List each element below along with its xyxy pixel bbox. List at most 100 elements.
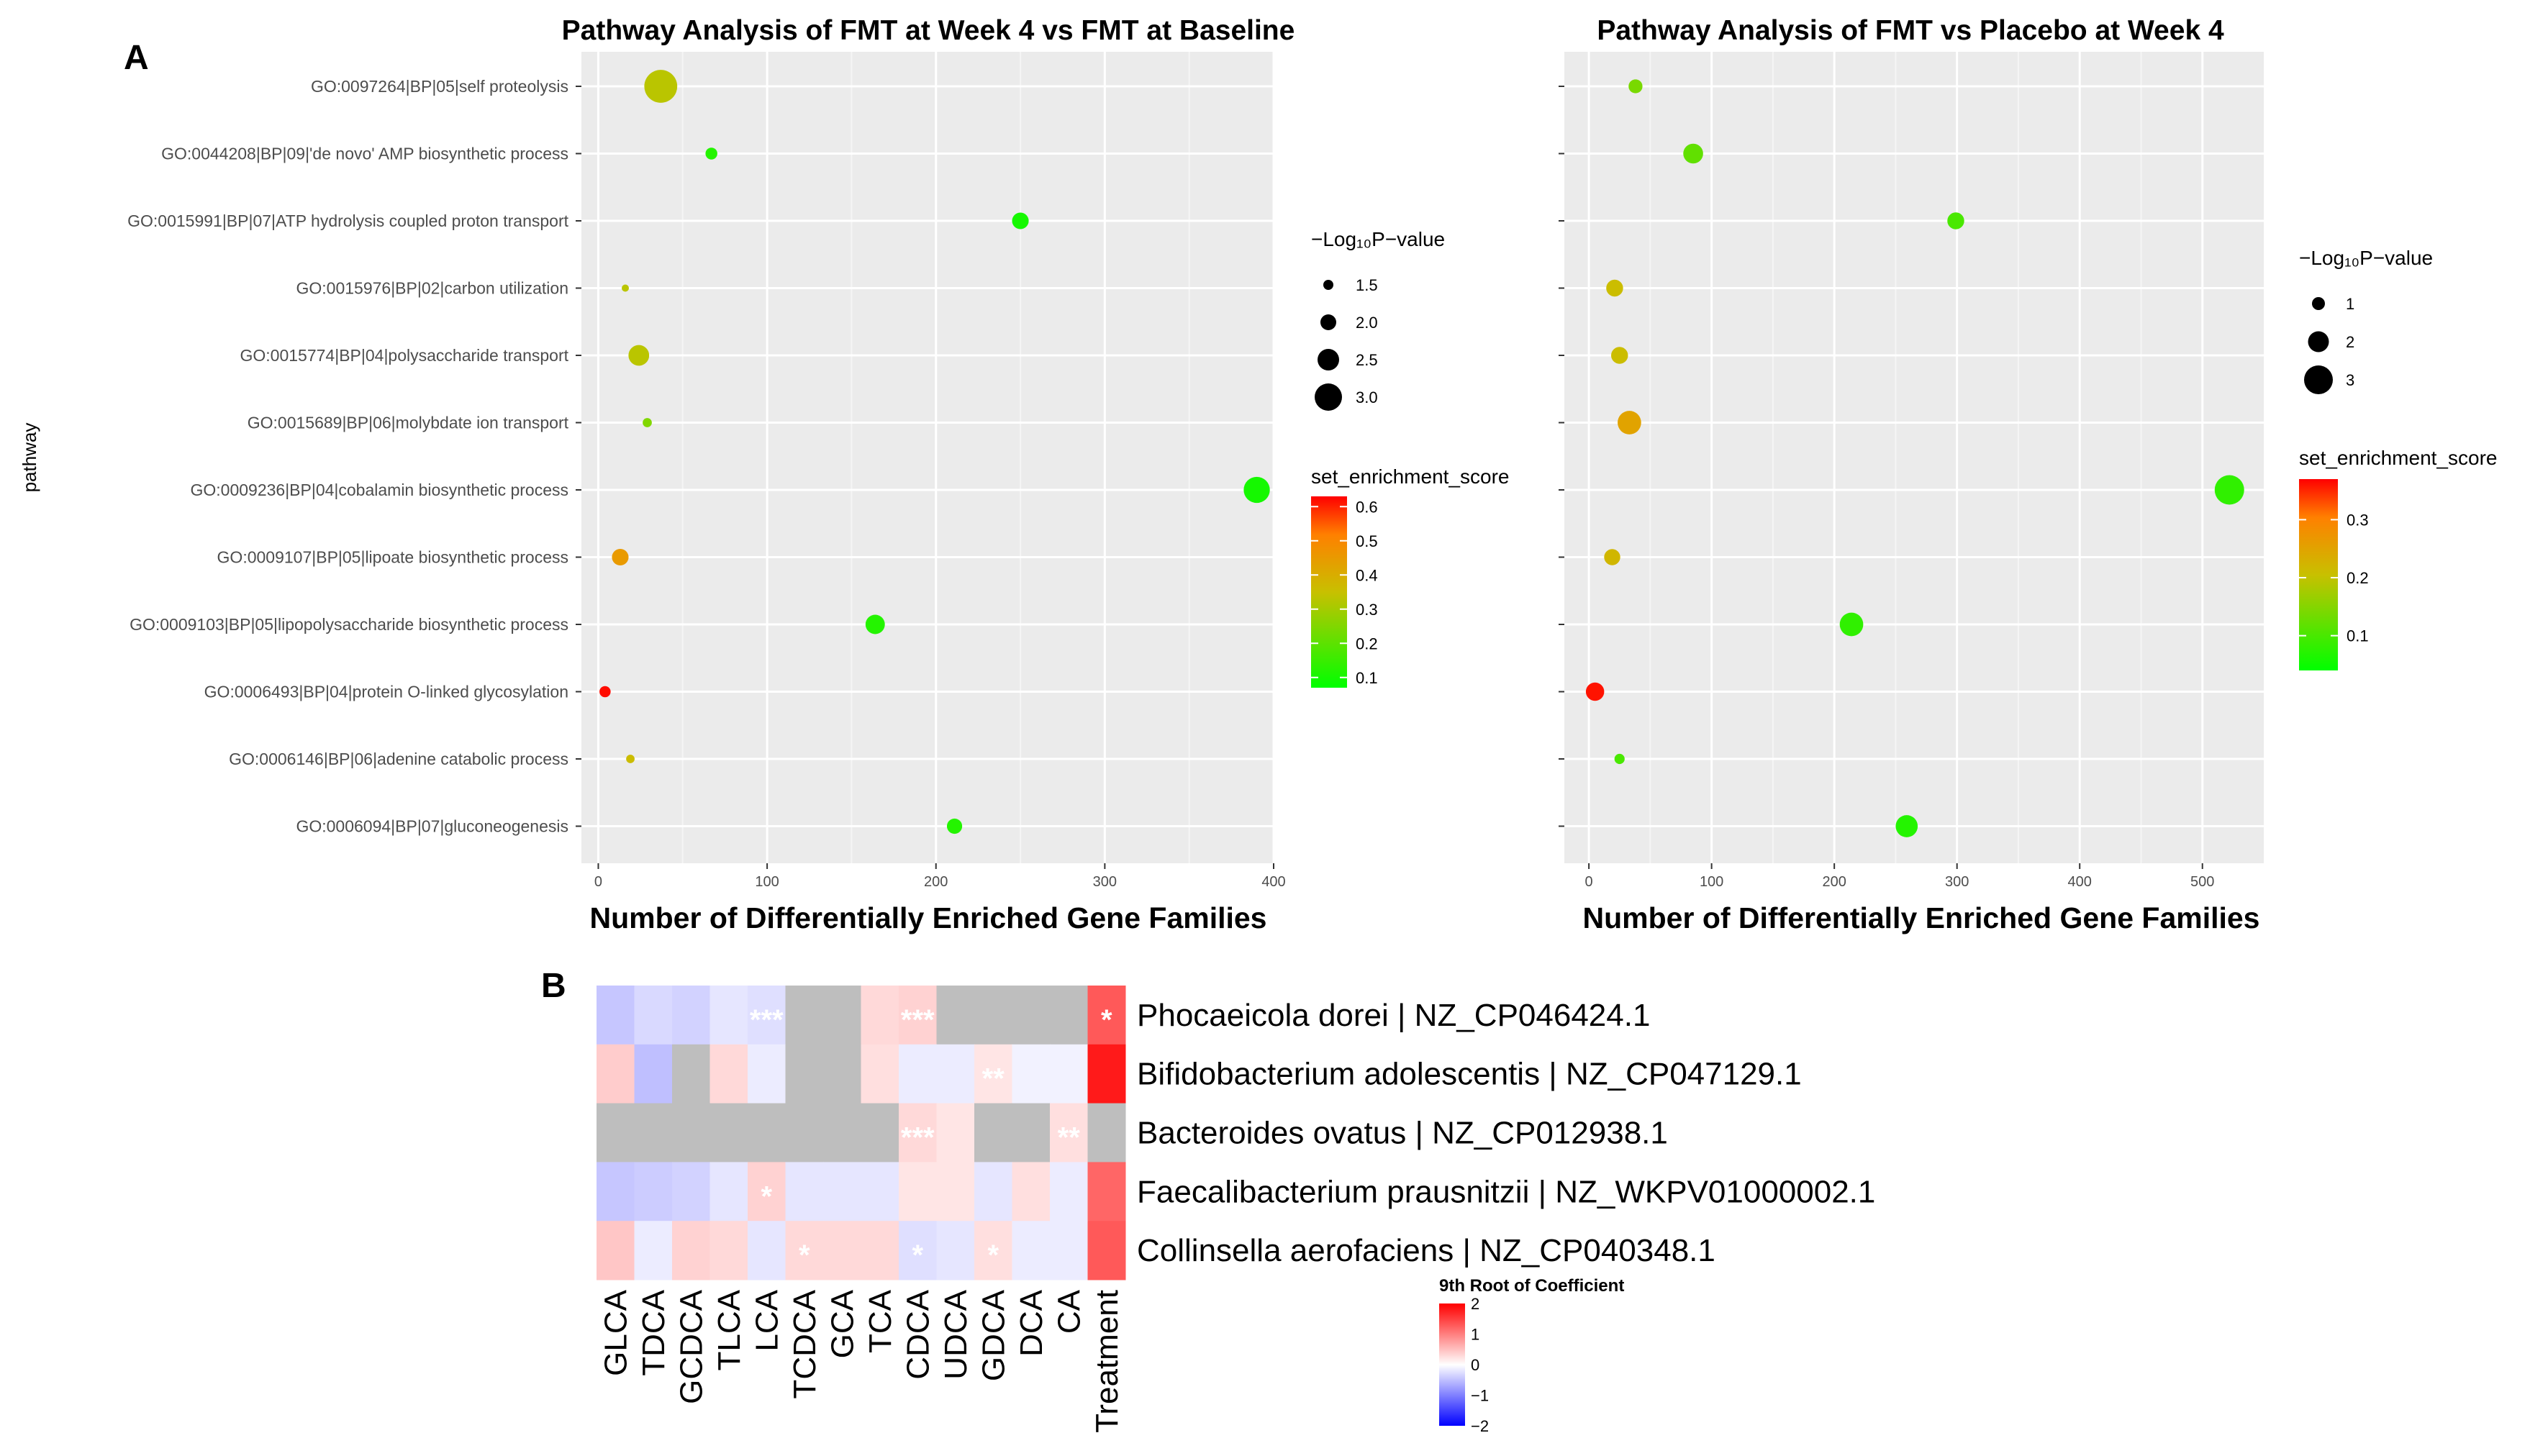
chart-a2-plot-panel (1564, 52, 2264, 863)
heatmap-row-label: Phocaeicola dorei | NZ_CP046424.1 (1137, 998, 1650, 1033)
heatmap-cell (597, 1221, 635, 1280)
chart-a1: Pathway Analysis of FMT at Week 4 vs FMT… (19, 15, 1509, 934)
size-legend-label: 3.0 (1356, 388, 1378, 406)
heatmap-row-label: Collinsella aerofaciens | NZ_CP040348.1 (1137, 1233, 1715, 1268)
heatmap-cell (899, 1221, 937, 1280)
significance-star: *** (901, 1004, 935, 1036)
panel-letter-a: A (124, 39, 149, 77)
heatmap-cell (1087, 1103, 1126, 1162)
chart-a1-pathway-labels: GO:0097264|BP|05|self proteolysis GO:0044… (127, 77, 568, 836)
heatmap-legend-label: −2 (1471, 1417, 1489, 1435)
data-point (1618, 411, 1641, 434)
x-tick-label: 300 (1945, 874, 1969, 890)
heatmap-cell (974, 1221, 1012, 1280)
significance-star: *** (901, 1122, 935, 1154)
heatmap-cell (936, 986, 975, 1045)
heatmap-cell (1012, 1044, 1051, 1104)
significance-star: * (761, 1180, 772, 1212)
x-tick-label: 0 (1585, 874, 1593, 890)
heatmap-cell (672, 986, 710, 1045)
chart-a1-size-legend-title: −Log₁₀P−value (1311, 228, 1445, 250)
x-tick-label: 400 (2068, 874, 2092, 890)
pathway-label: GO:0009236|BP|04|cobalamin biosynthetic … (190, 481, 568, 499)
heatmap-column-label: TCA (863, 1289, 898, 1353)
x-tick-label: 400 (1261, 874, 1285, 890)
significance-star: * (987, 1239, 999, 1271)
pathway-label: GO:0006094|BP|07|gluconeogenesis (296, 817, 568, 836)
size-legend-dot (2308, 331, 2329, 352)
data-point (1614, 753, 1625, 765)
chart-a1-y-axis-title: pathway (19, 423, 40, 493)
heatmap-cell (709, 1103, 748, 1162)
heatmap-cell (1012, 1221, 1051, 1280)
data-point (644, 70, 678, 103)
heatmap-cell (748, 1221, 786, 1280)
chart-a1-plot-panel (581, 52, 1274, 863)
chart-a2-points (1585, 79, 2244, 837)
chart-a1-colorbar (1311, 496, 1347, 688)
heatmap-cell (672, 1221, 710, 1280)
x-tick-label: 200 (924, 874, 948, 890)
data-point (1839, 612, 1864, 637)
heatmap-column-label: UDCA (938, 1289, 974, 1379)
pathway-label: GO:0009103|BP|05|lipopolysaccharide bios… (130, 615, 568, 634)
heatmap-column-labels: GLCA TDCA GCDCA TLCA LCA TCDCA GCA TCA CDCA UDCA G… (598, 1289, 1125, 1433)
significance-star: *** (750, 1004, 784, 1036)
heatmap-cell (861, 1103, 899, 1162)
colorbar-label: 0.2 (1356, 634, 1378, 652)
size-legend-label: 2.5 (1356, 351, 1378, 369)
heatmap-row-label: Bacteroides ovatus | NZ_CP012938.1 (1137, 1116, 1668, 1151)
size-legend-dot (2312, 297, 2325, 310)
pathway-label: GO:0006493|BP|04|protein O-linked glycos… (204, 683, 568, 701)
data-point (1585, 682, 1605, 701)
size-legend-dot (1320, 314, 1336, 330)
pathway-label: GO:0015976|BP|02|carbon utilization (296, 279, 568, 298)
data-point (1012, 212, 1029, 229)
heatmap-cell (709, 986, 748, 1045)
heatmap-cell (936, 1103, 975, 1162)
colorbar-label: 0.4 (1356, 566, 1378, 584)
heatmap-row-labels: Phocaeicola dorei | NZ_CP046424.1 Bifidob… (1137, 998, 1875, 1268)
heatmap-column-label: GCA (825, 1289, 860, 1358)
data-point (628, 345, 650, 366)
heatmap-significance-stars: *** *** ****** **** * * (750, 1004, 1112, 1271)
heatmap-column-label: GLCA (598, 1289, 633, 1375)
heatmap-cells (597, 986, 1126, 1280)
heatmap-legend-label: −1 (1471, 1387, 1489, 1405)
heatmap-cell (1087, 986, 1126, 1045)
data-point (599, 686, 611, 698)
heatmap-cell (823, 1221, 861, 1280)
colorbar-label: 0.1 (1356, 669, 1378, 687)
heatmap-cell (672, 1103, 710, 1162)
data-point (626, 755, 635, 763)
chart-a1-x-ticks: 0 100 200 300 400 (576, 86, 1286, 890)
heatmap-column-label: LCA (749, 1289, 784, 1351)
pathway-label: GO:0015991|BP|07|ATP hydrolysis coupled … (127, 211, 568, 230)
chart-a2-size-legend-title: −Log₁₀P−value (2299, 247, 2433, 269)
size-legend-label: 1 (2346, 295, 2354, 313)
heatmap-cell (709, 1162, 748, 1221)
heatmap-column-label: TLCA (712, 1289, 747, 1370)
heatmap-cell (1012, 1162, 1051, 1221)
heatmap-cell (672, 1162, 710, 1221)
colorbar-label: 0.5 (1356, 532, 1378, 550)
heatmap-row-label: Bifidobacterium adolescentis | NZ_CP0471… (1137, 1057, 1802, 1092)
heatmap-cell (748, 1103, 786, 1162)
colorbar-label: 0.2 (2347, 569, 2369, 587)
chart-a1-points (599, 70, 1270, 834)
chart-a2-title: Pathway Analysis of FMT vs Placebo at We… (1597, 15, 2224, 46)
heatmap-cell (597, 1044, 635, 1104)
size-legend-label: 3 (2346, 371, 2354, 389)
heatmap-column-label: GCDCA (674, 1289, 709, 1404)
chart-a1-title: Pathway Analysis of FMT at Week 4 vs FMT… (562, 15, 1295, 46)
heatmap-column-label: CA (1051, 1289, 1087, 1334)
heatmap-legend-label: 0 (1471, 1356, 1479, 1374)
heatmap-cell (597, 986, 635, 1045)
size-legend-dot (2304, 365, 2333, 394)
heatmap-cell (936, 1162, 975, 1221)
data-point (1628, 79, 1643, 94)
pathway-label: GO:0015774|BP|04|polysaccharide transpor… (240, 346, 569, 365)
heatmap-cell (634, 1103, 673, 1162)
significance-star: * (799, 1239, 810, 1271)
